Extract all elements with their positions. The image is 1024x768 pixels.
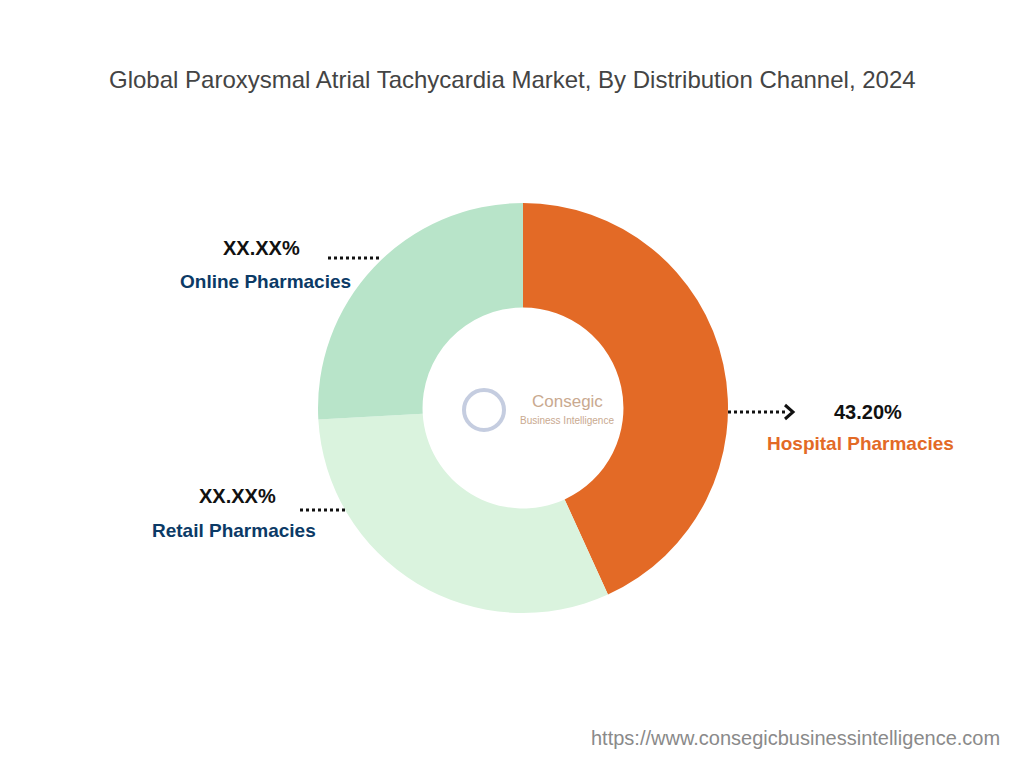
svg-text:https://www.consegicbusinessin: https://www.consegicbusinessintelligence… (591, 727, 1000, 749)
svg-text:43.20%: 43.20% (834, 401, 902, 423)
svg-text:Global Paroxysmal Atrial Tachy: Global Paroxysmal Atrial Tachycardia Mar… (109, 66, 916, 93)
svg-text:Business Intelligence: Business Intelligence (520, 415, 614, 426)
svg-text:Hospital Pharmacies: Hospital Pharmacies (767, 433, 954, 454)
svg-text:Online Pharmacies: Online Pharmacies (180, 271, 351, 292)
svg-text:XX.XX%: XX.XX% (199, 485, 276, 507)
svg-text:Consegic: Consegic (532, 392, 603, 411)
svg-text:Retail Pharmacies: Retail Pharmacies (152, 520, 316, 541)
svg-text:XX.XX%: XX.XX% (223, 237, 300, 259)
